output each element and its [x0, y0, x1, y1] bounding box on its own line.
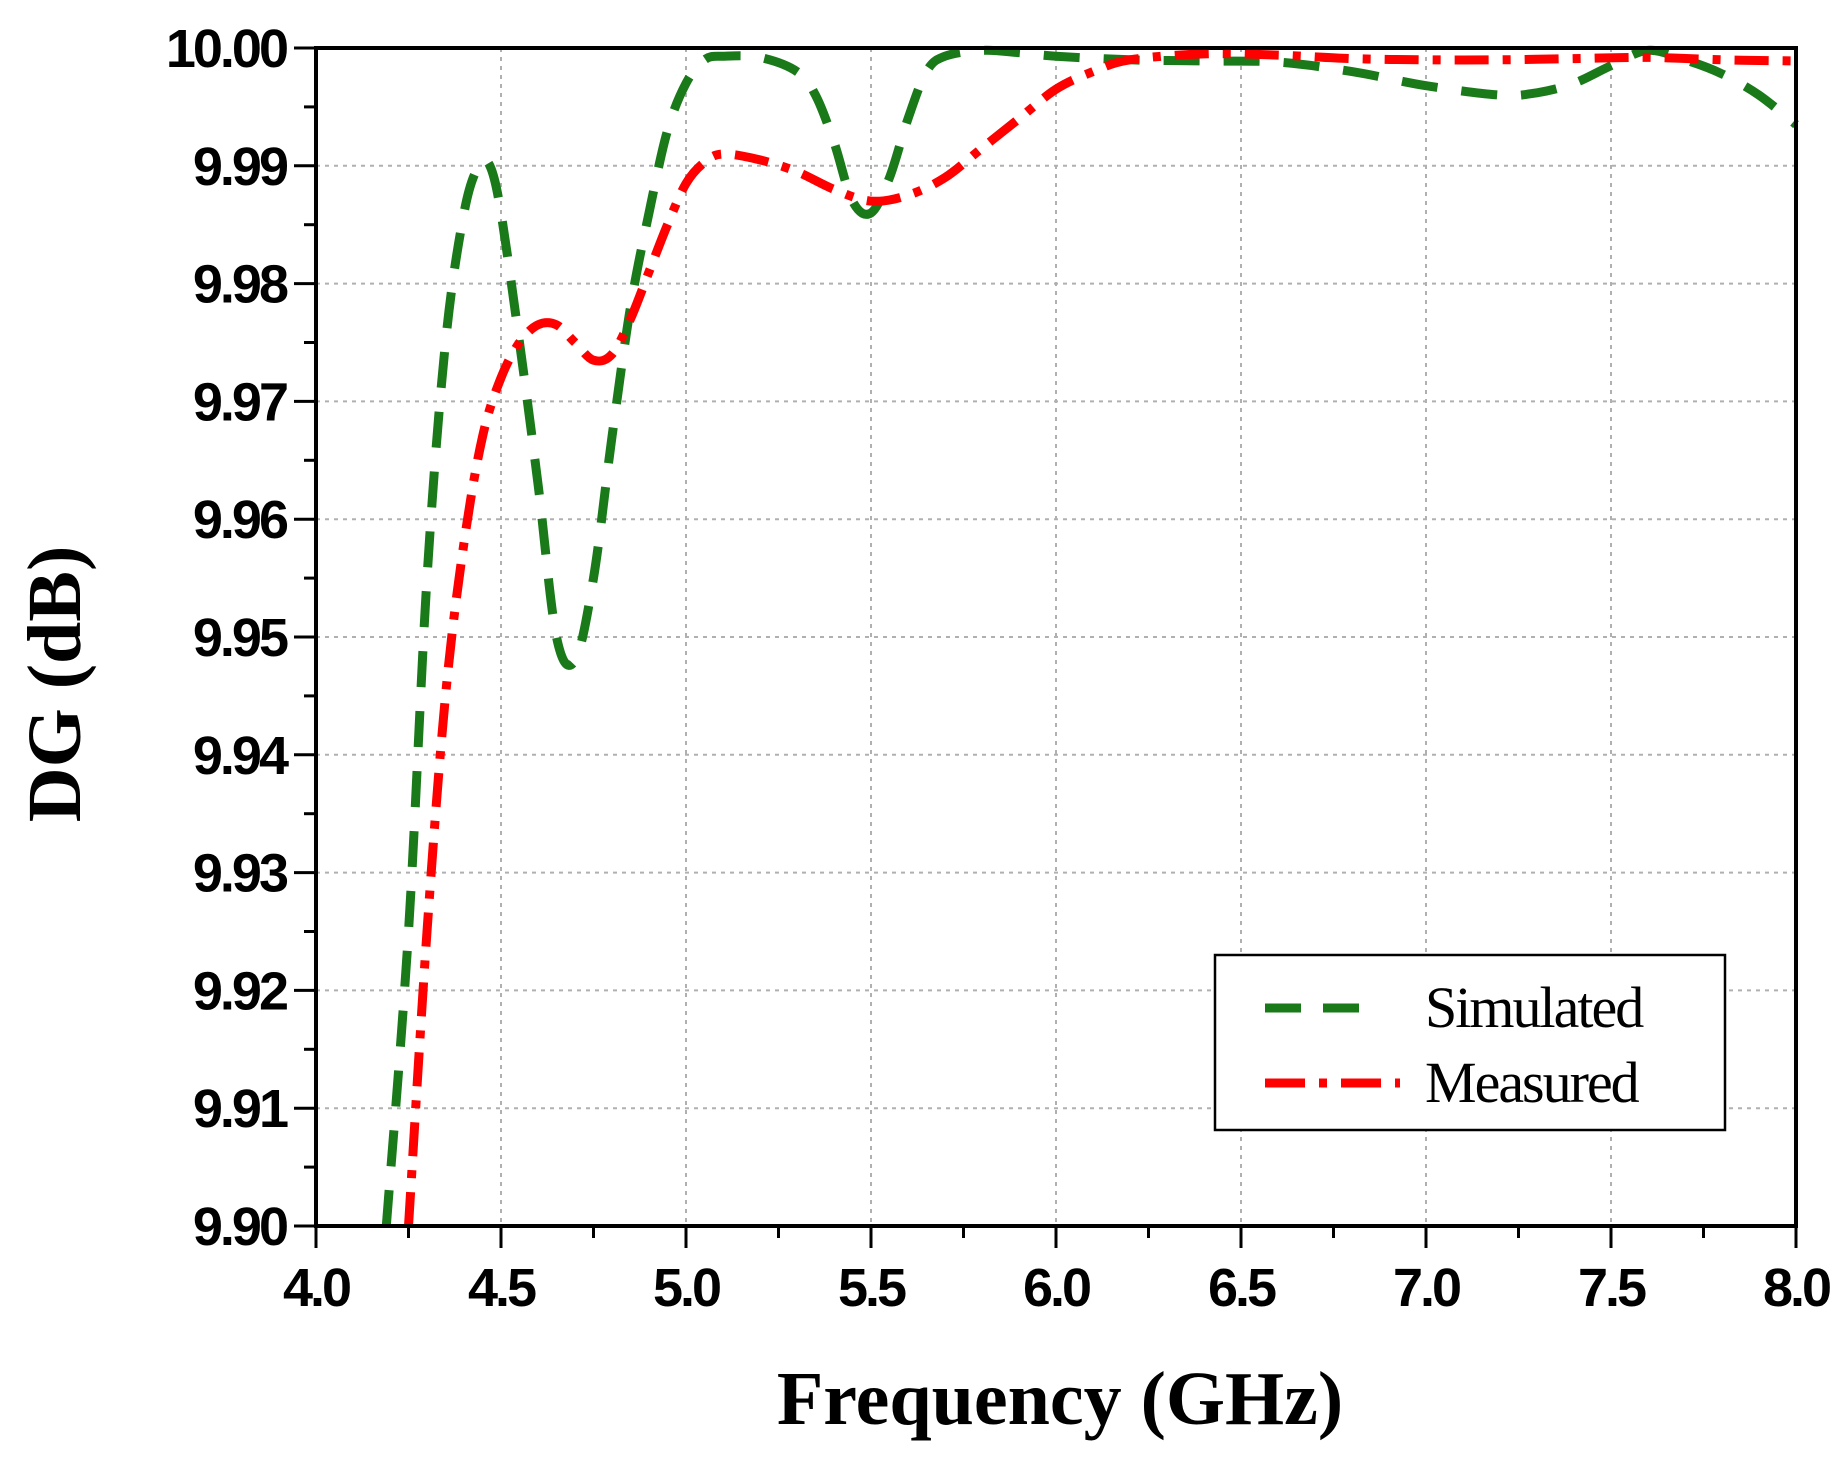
x-tick-label: 4.5: [468, 1258, 536, 1318]
x-tick-label: 7.0: [1393, 1258, 1460, 1318]
x-tick-label: 5.5: [838, 1258, 906, 1318]
series-line-measured: [404, 49, 1797, 1227]
y-tick-label: 9.92: [193, 961, 287, 1021]
legend: Simulated Measured: [1213, 953, 1727, 1132]
y-tick-label: 9.90: [193, 1197, 287, 1257]
x-tick-label: 5.0: [653, 1258, 720, 1318]
y-tick-labels: 9.90 9.91 9.92 9.93 9.94 9.95 9.96 9.97 9.98 9.99…: [166, 19, 292, 1257]
x-tick-label: 8.0: [1763, 1258, 1830, 1318]
y-tick-label: 10.00: [166, 19, 287, 79]
series-line-simulated: [381, 45, 1799, 1227]
x-tick-label: 6.0: [1023, 1258, 1090, 1318]
y-tick-label: 9.91: [193, 1079, 288, 1139]
y-tick-label: 9.98: [193, 255, 288, 315]
y-tick-label: 9.93: [193, 844, 288, 904]
y-axis-title: DG (dB): [13, 546, 97, 823]
x-tick-label: 4.0: [283, 1258, 350, 1318]
legend-label-measured: Measured: [1425, 1050, 1640, 1115]
legend-label-simulated: Simulated: [1425, 975, 1644, 1040]
x-tick-labels: 4.0 4.5 5.0 5.5 6.0 6.5 7.0 7.5 8.0: [283, 1258, 1833, 1318]
y-tick-label: 9.94: [193, 726, 289, 786]
legend-box: [1213, 953, 1727, 1132]
x-axis-title: Frequency (GHz): [777, 1357, 1343, 1441]
y-tick-label: 9.97: [193, 372, 287, 432]
x-tick-label: 7.5: [1578, 1258, 1646, 1318]
y-tick-label: 9.95: [193, 608, 288, 668]
series-layer: [381, 45, 1799, 1227]
x-tick-label: 6.5: [1208, 1258, 1276, 1318]
y-tick-label: 9.99: [193, 137, 288, 197]
y-tick-label: 9.96: [193, 490, 288, 550]
axis-ticks: [294, 46, 1798, 1248]
